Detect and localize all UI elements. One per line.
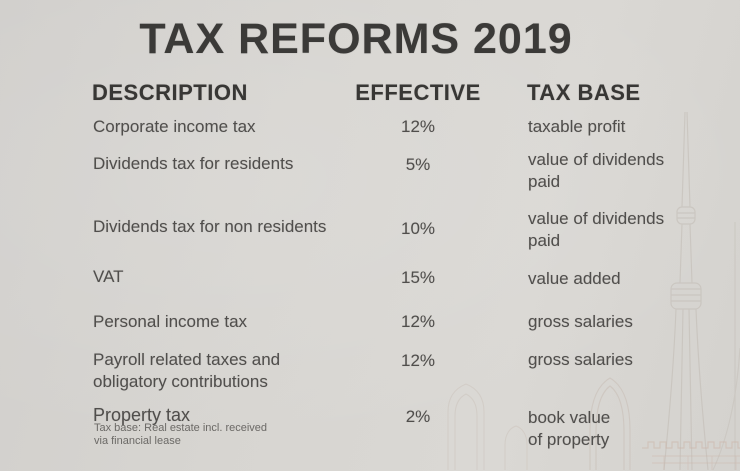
row-description: VAT — [93, 267, 124, 286]
row-effective-rate: 5% — [405, 155, 431, 174]
row-effective-rate: 12% — [400, 117, 436, 136]
row-tax-base: taxable profit — [528, 117, 626, 136]
row-effective-rate: 10% — [400, 219, 436, 238]
row-description: Dividends tax for residents — [93, 154, 294, 173]
row-description: Dividends tax for non residents — [93, 217, 327, 236]
row-tax-base: value of dividends paid — [528, 209, 665, 250]
slide-title: TAX REFORMS 2019 — [139, 15, 573, 63]
row-effective-rate: 2% — [405, 407, 431, 426]
row-tax-base: gross salaries — [528, 312, 633, 331]
row-description: Payroll related taxes and obligatory con… — [93, 350, 281, 391]
column-header-effective: EFFECTIVE — [355, 80, 481, 105]
row-tax-base: gross salaries — [528, 350, 633, 369]
row-effective-rate: 12% — [400, 351, 436, 370]
row-description: Corporate income tax — [93, 117, 256, 136]
row-tax-base: book value of property — [528, 408, 611, 449]
row-description: Property tax — [93, 405, 191, 425]
row-tax-base: value of dividends paid — [528, 150, 665, 191]
column-header-tax-base: TAX BASE — [527, 80, 641, 105]
row-description-note: Tax base: Real estate incl. received via… — [94, 422, 268, 447]
row-tax-base: value added — [528, 269, 621, 288]
row-description: Personal income tax — [93, 312, 248, 331]
arch-right-icon — [712, 222, 740, 471]
row-effective-rate: 12% — [400, 312, 436, 331]
column-header-description: DESCRIPTION — [92, 80, 248, 105]
row-effective-rate: 15% — [400, 268, 436, 287]
